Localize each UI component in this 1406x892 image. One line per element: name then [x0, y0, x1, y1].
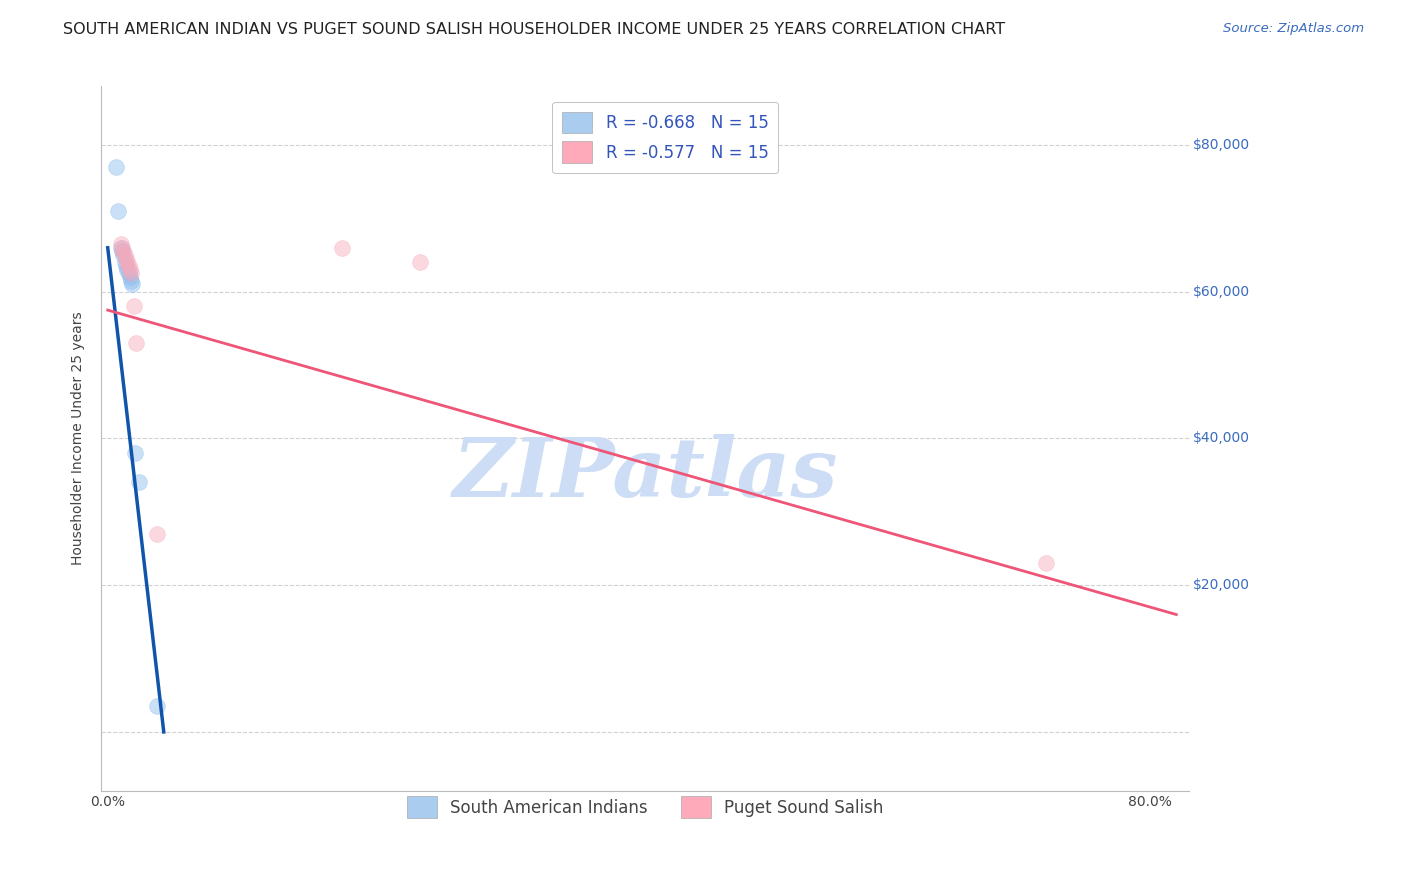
Point [146, 526, 169, 541]
Text: $40,000: $40,000 [1194, 432, 1250, 445]
Point [117, 267, 139, 281]
Point [118, 270, 141, 285]
Point [120, 267, 142, 281]
Point [111, 244, 134, 259]
Point [330, 241, 353, 255]
Point [120, 274, 142, 288]
Point [128, 475, 150, 490]
Point [114, 255, 136, 269]
Point [122, 300, 145, 314]
Point [104, 160, 127, 174]
Text: ZIPatlas: ZIPatlas [453, 434, 838, 514]
Point [112, 244, 135, 259]
Point [112, 248, 135, 262]
Point [117, 262, 139, 277]
Text: $20,000: $20,000 [1194, 578, 1250, 592]
Text: $60,000: $60,000 [1194, 285, 1250, 299]
Point [114, 248, 136, 262]
Legend: South American Indians, Puget Sound Salish: South American Indians, Puget Sound Sali… [401, 789, 890, 824]
Point [110, 237, 132, 252]
Text: SOUTH AMERICAN INDIAN VS PUGET SOUND SALISH HOUSEHOLDER INCOME UNDER 25 YEARS CO: SOUTH AMERICAN INDIAN VS PUGET SOUND SAL… [63, 22, 1005, 37]
Point [107, 204, 129, 219]
Point [121, 277, 143, 292]
Point [115, 259, 138, 273]
Point [1035, 556, 1057, 570]
Text: $80,000: $80,000 [1194, 138, 1250, 152]
Point [117, 259, 139, 273]
Point [115, 252, 138, 266]
Text: Source: ZipAtlas.com: Source: ZipAtlas.com [1223, 22, 1364, 36]
Point [409, 255, 432, 269]
Y-axis label: Householder Income Under 25 years: Householder Income Under 25 years [72, 311, 86, 566]
Point [110, 241, 132, 255]
Point [111, 241, 134, 255]
Point [125, 336, 148, 351]
Point [117, 255, 139, 269]
Point [118, 262, 141, 277]
Point [146, 699, 169, 714]
Point [124, 446, 146, 460]
